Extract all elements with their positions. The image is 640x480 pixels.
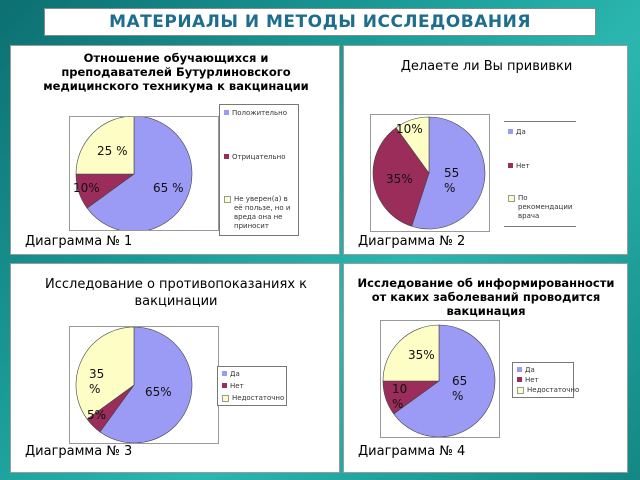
legend-swatch — [224, 154, 229, 159]
pie-slice-1-0 — [86, 115, 193, 233]
legend-item-4-2: Недостаточно — [517, 386, 579, 395]
pie-chart-4 — [382, 324, 496, 438]
legend-swatch — [222, 371, 227, 376]
pie-chart-3 — [75, 326, 193, 444]
plot-area-4 — [380, 320, 500, 438]
slice-label-1-1: 10% — [73, 181, 100, 195]
pie-slice-2-0 — [411, 116, 486, 230]
legend-item-3-0: Да — [222, 370, 286, 379]
legend-2: Да Нет По рекомендации врача — [504, 121, 576, 227]
pie-slice-4-2 — [382, 324, 440, 382]
chart-title-1: Отношение обучающихся и преподавателей Б… — [43, 51, 309, 93]
legend-swatch — [224, 110, 229, 115]
pie-slice-3-0 — [99, 326, 193, 444]
slice-label-2-0: 55 % — [444, 166, 460, 195]
slice-label-3-2: 35 % — [89, 367, 105, 396]
legend-swatch — [517, 377, 522, 382]
slide-title: МАТЕРИАЛЫ И МЕТОДЫ ИССЛЕДОВАНИЯ — [44, 8, 596, 36]
legend-item-3-1: Нет — [222, 382, 286, 391]
pie-slice-2-1 — [372, 127, 430, 227]
pie-chart-1 — [75, 115, 193, 233]
legend-item-1-0: Положительно — [224, 109, 298, 118]
slice-label-1-0: 65 % — [153, 181, 184, 195]
diagram-caption-1: Диаграмма № 1 — [25, 234, 133, 249]
chart-panel-1: Отношение обучающихся и преподавателей Б… — [10, 45, 340, 255]
legend-item-2-1: Нет — [508, 162, 574, 171]
legend-3: Да Нет Недостаточно — [217, 366, 287, 406]
legend-swatch — [222, 383, 227, 388]
legend-4: Да Нет Недостаточно — [512, 362, 579, 398]
legend-swatch — [508, 129, 513, 134]
legend-swatch — [222, 395, 229, 402]
pie-slice-3-2 — [75, 326, 135, 420]
slice-label-2-1: 35% — [386, 172, 413, 186]
legend-swatch — [517, 387, 524, 394]
pie-slice-4-0 — [393, 324, 496, 438]
slice-label-4-2: 35% — [408, 348, 435, 362]
legend-1: Положительно Отрицательно Не уверен(а) в… — [219, 104, 299, 236]
plot-area-3 — [69, 326, 219, 444]
chart-panel-3: Исследование о противопоказаниях к вакци… — [10, 263, 340, 473]
slice-label-1-2: 25 % — [97, 144, 128, 158]
pie-chart-2 — [372, 116, 486, 230]
legend-item-2-2: По рекомендации врача — [508, 194, 574, 221]
chart-panel-4: Исследование об информированности от как… — [343, 263, 628, 473]
chart-panel-2: Делаете ли Вы прививки 10% 35% 55 % Да Н… — [343, 45, 628, 255]
slice-label-3-1: 5% — [87, 408, 107, 422]
slice-label-2-2: 10% — [396, 122, 423, 136]
legend-swatch — [517, 367, 522, 372]
legend-item-4-0: Да — [517, 366, 575, 375]
diagram-caption-4: Диаграмма № 4 — [358, 444, 466, 459]
legend-item-1-1: Отрицательно — [224, 153, 298, 162]
pie-slice-2-2 — [395, 116, 430, 174]
chart-title-2: Делаете ли Вы прививки — [400, 59, 573, 74]
chart-title-4: Исследование об информированности от как… — [357, 276, 615, 318]
legend-swatch — [508, 163, 513, 168]
slice-label-3-0: 65% — [145, 385, 172, 399]
pie-slice-1-2 — [75, 115, 135, 175]
legend-swatch — [508, 195, 515, 202]
legend-swatch — [224, 196, 231, 203]
legend-item-3-2: Недостаточно — [222, 394, 286, 403]
legend-item-2-0: Да — [508, 128, 574, 137]
plot-area-1 — [69, 115, 219, 233]
plot-area-2 — [370, 114, 490, 232]
legend-item-1-2: Не уверен(а) в её пользе, но и вреда она… — [224, 195, 298, 231]
chart-title-3: Исследование о противопоказаниях к вакци… — [45, 277, 307, 309]
diagram-caption-3: Диаграмма № 3 — [25, 444, 133, 459]
slice-label-4-1: 10 % — [392, 382, 408, 411]
diagram-caption-2: Диаграмма № 2 — [358, 234, 466, 249]
legend-item-4-1: Нет — [517, 376, 575, 385]
slice-label-4-0: 65 % — [452, 374, 468, 403]
